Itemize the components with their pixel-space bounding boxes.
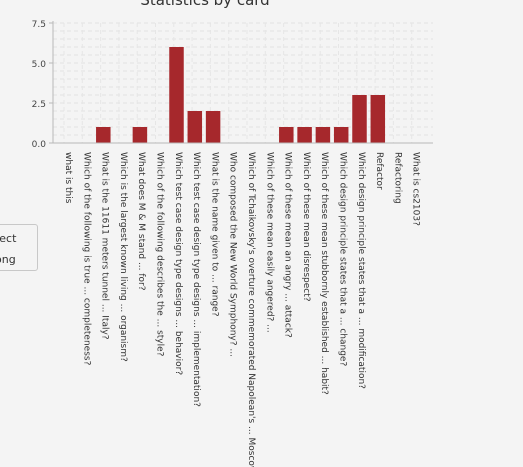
x-tick-label: What does M & M stand ... for? xyxy=(136,152,146,291)
x-tick-label: What is the 11611 meters tunnel ... Ital… xyxy=(100,152,110,340)
grid-lines xyxy=(53,22,433,143)
x-tick-label: Refactoring xyxy=(392,152,402,204)
bars xyxy=(96,47,386,143)
x-tick-label: Which design principle states that a ...… xyxy=(338,152,348,366)
bar xyxy=(333,127,349,143)
x-tick-label: Who composed the New World Symphony? ... xyxy=(228,152,238,357)
x-tick-label: Which of these mean stubbornly establish… xyxy=(319,152,329,395)
x-tick-label: Which test case design type designs ... … xyxy=(191,152,201,407)
x-tick-label: Which of these mean an angry ... attack? xyxy=(283,152,293,338)
y-tick-label: 5.0 xyxy=(32,60,47,70)
x-tick-label: Which design principle states that a ...… xyxy=(356,152,366,389)
x-tick-label: What is the name given to ... range? xyxy=(209,152,219,317)
bar xyxy=(370,95,386,143)
legend-item-wrong: ong xyxy=(0,253,16,266)
bar xyxy=(205,111,221,143)
x-tick-label: Which of the following is true ... compl… xyxy=(81,152,91,366)
x-tick-label: Which is the largest known living ... or… xyxy=(118,152,128,362)
bar xyxy=(315,127,331,143)
bar xyxy=(187,111,203,143)
x-tick-label: Which of Tchaikovsky's overture commemor… xyxy=(246,152,256,467)
x-tick-label: Which of the following describes the ...… xyxy=(155,152,165,357)
chart-title: Statistics by card xyxy=(140,0,270,9)
x-tick-label: Which of these mean disrespect? xyxy=(301,152,311,302)
x-tick-label: what is this xyxy=(63,152,73,204)
x-tick-label: Which of these mean easily angered? ... xyxy=(264,152,274,333)
x-tick-label: What is cs2103? xyxy=(411,152,421,226)
bar xyxy=(279,127,294,143)
legend-item-correct: rect xyxy=(0,232,17,245)
bar xyxy=(169,47,184,143)
y-tick-label: 2.5 xyxy=(32,100,46,110)
x-tick-label: Which test case design type designs ... … xyxy=(173,152,183,375)
y-tick-label: 7.5 xyxy=(32,20,46,30)
y-tick-label: 0.0 xyxy=(32,140,47,150)
x-axis-labels: what is this Which of the following is tr… xyxy=(63,152,421,467)
bar xyxy=(132,127,148,143)
x-tick-label: Refactor xyxy=(374,152,384,190)
bar xyxy=(352,95,367,143)
bar xyxy=(297,127,312,143)
y-axis-ticks: 0.0 2.5 5.0 7.5 xyxy=(32,20,53,150)
legend: rect ong xyxy=(0,224,38,271)
bar xyxy=(96,127,111,143)
